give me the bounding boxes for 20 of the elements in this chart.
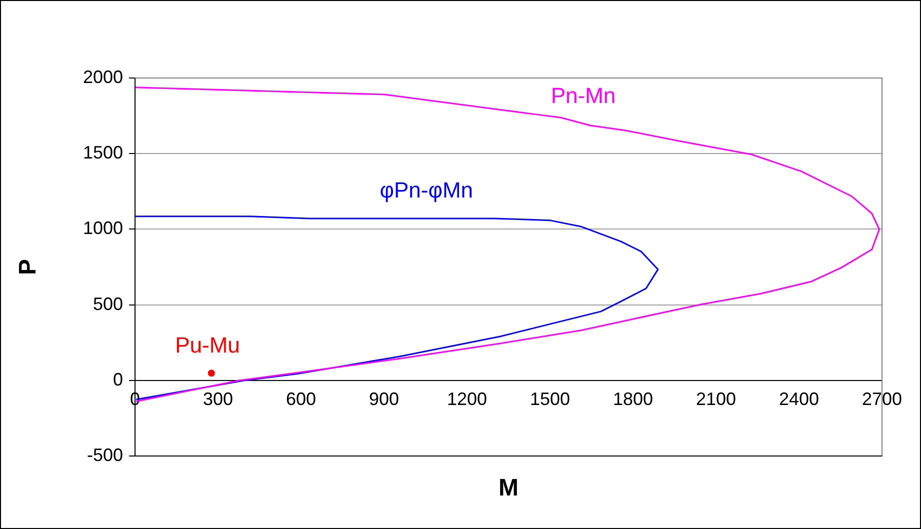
series-label: Pu-Mu bbox=[175, 332, 240, 358]
series-label: φPn-φMn bbox=[380, 177, 474, 202]
x-tick-label: 2400 bbox=[778, 389, 820, 410]
y-axis-title: P bbox=[14, 258, 42, 276]
x-axis-title: M bbox=[498, 474, 519, 502]
x-tick-label: 900 bbox=[369, 389, 400, 410]
y-tick-label: 500 bbox=[92, 294, 124, 314]
x-tick-label: 1500 bbox=[530, 389, 570, 410]
y-tick-label: 2000 bbox=[82, 66, 124, 87]
series-label: Pn-Mn bbox=[550, 82, 616, 108]
x-tick-label: 300 bbox=[203, 389, 234, 410]
y-tick-label: 1000 bbox=[82, 218, 124, 238]
x-tick-label: 1200 bbox=[447, 389, 488, 410]
x-tick-label: 1800 bbox=[612, 389, 654, 410]
x-tick-label: 600 bbox=[286, 389, 316, 410]
y-tick-label: 1500 bbox=[82, 142, 124, 163]
x-tick-label: 2100 bbox=[696, 389, 736, 410]
x-tick-label: 2700 bbox=[862, 389, 902, 410]
y-tick-label: 0 bbox=[113, 369, 124, 390]
y-tick-label: -500 bbox=[87, 444, 124, 465]
